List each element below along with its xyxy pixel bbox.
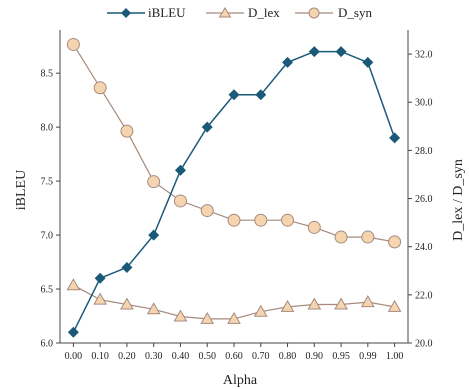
data-point-d-syn: [120, 124, 134, 138]
data-point-ibleu: [121, 261, 133, 273]
x-tick-label: 0.95: [332, 351, 350, 362]
axes: 0.00 0.10 0.20 0.30 0.40 0.50 0.60 0.70 0.80 0.90…: [41, 30, 433, 362]
data-point-d-lex: [253, 304, 268, 317]
legend: iBLEU D_lex D_syn: [107, 5, 372, 20]
x-tick-label: 0.99: [359, 351, 377, 362]
data-point-d-lex: [334, 297, 348, 310]
y-right-tick-label: 28.0: [415, 146, 433, 157]
data-point-d-syn: [200, 204, 214, 218]
data-point-d-lex: [227, 311, 241, 324]
data-point-d-lex: [307, 297, 322, 310]
data-point-d-lex: [146, 302, 161, 315]
x-tick-label: 0.90: [306, 351, 324, 362]
legend-item-d-lex: D_lex: [206, 5, 280, 20]
data-point-d-lex: [93, 292, 108, 305]
series-line-d-syn: [72, 44, 395, 243]
data-point-ibleu: [308, 46, 320, 58]
x-tick-label: 0.30: [145, 351, 163, 362]
data-point-ibleu: [228, 89, 240, 101]
legend-label-ibleu: iBLEU: [148, 5, 186, 20]
legend-label-d-syn: D_syn: [338, 5, 372, 20]
data-point-ibleu: [335, 46, 347, 58]
y-left-tick-label: 7.0: [41, 231, 54, 242]
x-tick-label: 0.20: [118, 351, 136, 362]
data-point-d-syn: [147, 175, 161, 189]
data-point-ibleu: [67, 326, 79, 338]
x-tick-label: 0.70: [252, 351, 270, 362]
legend-label-d-lex: D_lex: [248, 5, 280, 20]
data-point-d-lex: [120, 297, 134, 310]
y-left-tick-label: 6.0: [41, 339, 54, 350]
x-tick-label: 0.60: [225, 351, 243, 362]
data-point-ibleu: [282, 56, 294, 68]
data-point-d-lex: [66, 278, 81, 291]
y-right-tick-label: 20.0: [415, 339, 433, 350]
data-point-d-syn: [334, 230, 348, 244]
data-point-d-syn: [93, 81, 107, 95]
data-point-d-lex: [387, 299, 402, 312]
data-point-ibleu: [362, 56, 374, 68]
data-point-d-syn: [173, 194, 187, 208]
data-point-d-syn: [281, 213, 295, 227]
data-point-d-syn: [227, 213, 241, 227]
x-tick-label: 0.10: [91, 351, 109, 362]
y-left-tick-label: 7.5: [41, 177, 54, 188]
data-point-d-lex: [360, 295, 375, 308]
data-point-ibleu: [255, 89, 267, 101]
y-right-tick-label: 26.0: [415, 194, 433, 205]
x-tick-label: 0.40: [172, 351, 190, 362]
data-point-d-syn: [66, 37, 80, 51]
data-point-ibleu: [389, 132, 401, 144]
x-axis-title: Alpha: [223, 373, 258, 388]
data-point-d-syn: [361, 230, 375, 244]
series-layer: [66, 37, 402, 338]
data-point-d-lex: [280, 299, 295, 312]
y-left-tick-label: 6.5: [41, 285, 54, 296]
data-point-ibleu: [94, 272, 106, 284]
y-right-tick-label: 22.0: [415, 290, 433, 301]
data-point-d-lex: [173, 309, 188, 322]
legend-item-d-syn: D_syn: [295, 5, 372, 20]
x-tick-label: 0.80: [279, 351, 297, 362]
y-right-tick-label: 32.0: [415, 50, 433, 61]
x-tick-label: 0.00: [65, 351, 83, 362]
y-axis-left-title: iBLEU: [14, 170, 29, 210]
y-axis-right-title: D_lex / D_syn: [451, 159, 466, 241]
y-right-tick-label: 30.0: [415, 98, 433, 109]
legend-item-ibleu: iBLEU: [107, 5, 186, 20]
y-right-tick-label: 24.0: [415, 242, 433, 253]
data-point-d-syn: [254, 213, 268, 227]
y-left-tick-label: 8.0: [41, 123, 54, 134]
x-tick-label: 0.50: [198, 351, 216, 362]
data-point-d-syn: [307, 220, 321, 234]
data-point-d-syn: [388, 235, 402, 249]
data-point-d-lex: [200, 311, 215, 324]
data-point-ibleu: [201, 121, 213, 133]
x-tick-label: 1.00: [386, 351, 404, 362]
y-left-tick-label: 8.5: [41, 69, 54, 80]
data-point-ibleu: [174, 164, 186, 176]
data-point-ibleu: [148, 229, 160, 241]
